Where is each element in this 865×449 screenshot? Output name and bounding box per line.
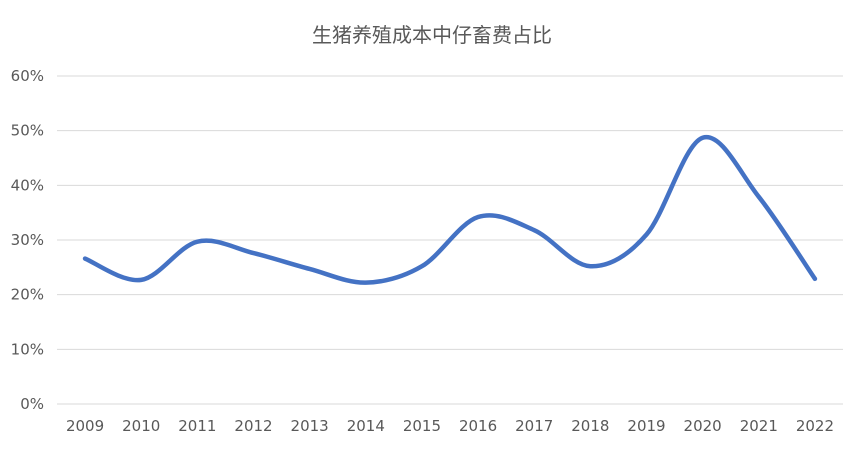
y-tick-label: 30% xyxy=(11,231,44,249)
x-tick-label: 2013 xyxy=(291,417,329,435)
y-tick-label: 10% xyxy=(11,340,44,358)
x-tick-label: 2019 xyxy=(627,417,665,435)
y-tick-label: 0% xyxy=(20,395,44,413)
x-tick-label: 2021 xyxy=(740,417,778,435)
x-tick-label: 2010 xyxy=(122,417,160,435)
y-tick-label: 50% xyxy=(11,122,44,140)
x-tick-label: 2011 xyxy=(178,417,216,435)
x-tick-label: 2022 xyxy=(796,417,834,435)
x-tick-label: 2017 xyxy=(515,417,553,435)
x-tick-label: 2016 xyxy=(459,417,497,435)
y-tick-label: 20% xyxy=(11,286,44,304)
x-tick-label: 2020 xyxy=(684,417,722,435)
chart-title: 生猪养殖成本中仔畜费占比 xyxy=(312,23,552,47)
y-tick-label: 40% xyxy=(11,176,44,194)
x-tick-label: 2015 xyxy=(403,417,441,435)
y-tick-label: 60% xyxy=(11,67,44,85)
y-axis-tick-labels: 0% 10% 20% 30% 40% 50% 60% xyxy=(11,67,44,413)
gridlines xyxy=(57,75,843,405)
series-lines xyxy=(82,135,818,285)
x-tick-label: 2018 xyxy=(571,417,609,435)
x-axis-tick-labels: 2009 2010 2011 2012 2013 2014 2015 2016 2017 2018… xyxy=(66,417,834,435)
x-tick-label: 2012 xyxy=(234,417,272,435)
x-tick-label: 2009 xyxy=(66,417,104,435)
series-line-0 xyxy=(82,135,818,285)
x-tick-label: 2014 xyxy=(347,417,385,435)
